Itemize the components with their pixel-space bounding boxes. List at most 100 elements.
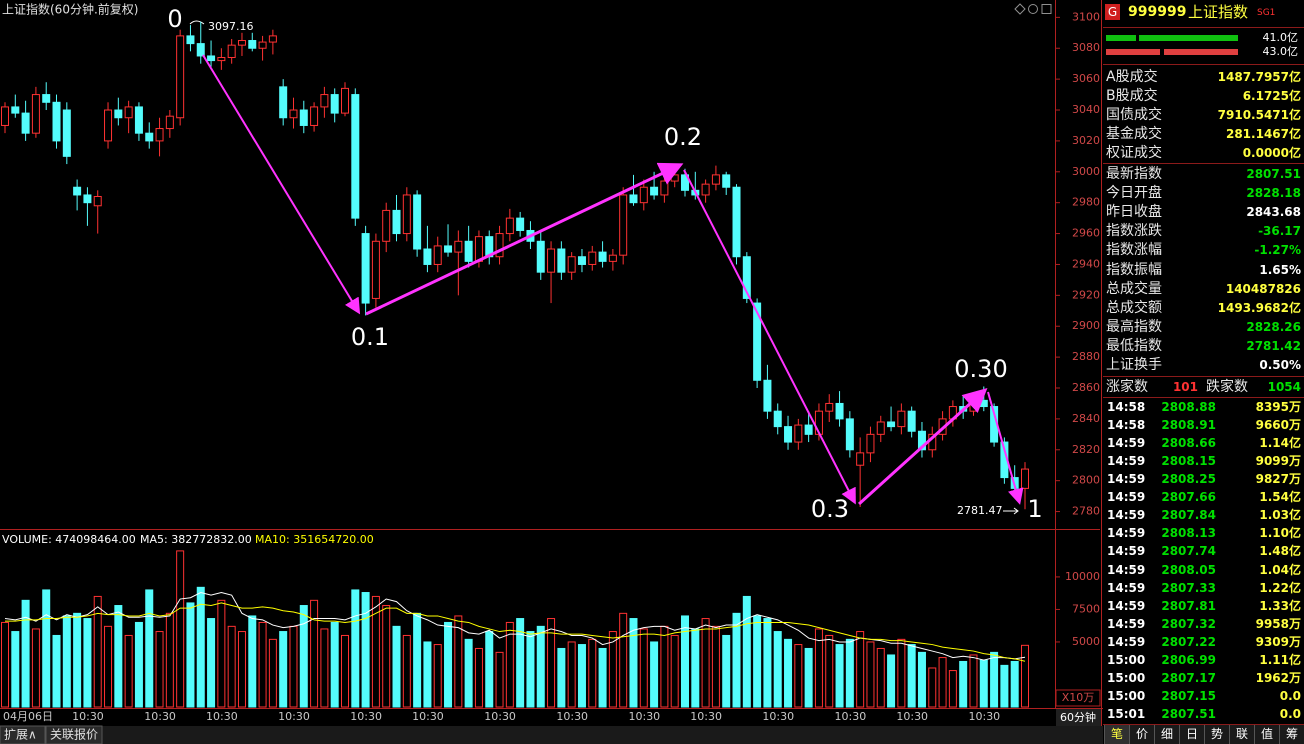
candle-body	[341, 87, 349, 114]
candle-body	[155, 128, 164, 142]
volume-bar	[577, 644, 586, 708]
candle-body	[598, 251, 607, 262]
volume-bar	[588, 638, 597, 708]
candle-body	[433, 245, 442, 265]
volume-bar	[485, 631, 494, 708]
volume-bar	[938, 657, 947, 708]
volume-bar	[516, 618, 525, 708]
field-label: 总成交额	[1106, 299, 1162, 316]
volume-bar	[598, 647, 607, 708]
field-label: 指数涨幅	[1106, 242, 1162, 259]
volume-bar	[1021, 644, 1029, 708]
panel-tab[interactable]: 笔	[1104, 725, 1129, 744]
candle-body	[382, 209, 391, 242]
x-tick-label: 10:30	[690, 710, 722, 723]
volume-bar	[104, 625, 113, 708]
tick-volume: 9958万	[1255, 616, 1301, 631]
panel-tab[interactable]: 联	[1229, 725, 1254, 744]
volume-bar	[299, 605, 308, 708]
toolbar-button[interactable]	[0, 725, 46, 744]
separator	[1103, 64, 1304, 65]
y-tick-label: 2820	[1072, 443, 1100, 456]
legend-entry: MA10: 351654720.00	[255, 533, 374, 546]
tick-time: 14:59	[1107, 616, 1146, 631]
tick-time: 15:00	[1107, 652, 1146, 667]
ma-line	[5, 602, 1026, 662]
y-tick-label: 5000	[1072, 635, 1100, 648]
volume-bar	[165, 612, 174, 708]
candle-body	[104, 109, 113, 142]
y-tick-label: 2960	[1072, 227, 1100, 240]
field-value: 1493.9682亿	[1217, 300, 1301, 315]
volume-bar	[444, 621, 453, 708]
volume-bar	[887, 654, 896, 708]
candle-body	[176, 35, 185, 119]
candle-body	[361, 233, 370, 304]
panel-tab[interactable]: 日	[1179, 725, 1204, 744]
tick-volume: 1.04亿	[1259, 562, 1301, 577]
field-value: 6.1725亿	[1242, 89, 1301, 103]
y-tick-label: 3040	[1072, 103, 1100, 116]
tick-time: 14:59	[1107, 634, 1146, 649]
volume-bar	[495, 651, 504, 708]
x-tick-label: 10:30	[628, 710, 660, 723]
field-label: 最新指数	[1106, 166, 1162, 182]
period-box[interactable]	[1056, 709, 1101, 726]
field-value: -36.17	[1258, 224, 1301, 239]
candle-body	[887, 421, 896, 428]
candle-body	[711, 174, 720, 185]
field-label: 上证换手	[1106, 357, 1162, 373]
volume-bar	[454, 615, 463, 708]
panel-tab[interactable]: 势	[1204, 725, 1229, 744]
candle-body	[351, 94, 360, 219]
field-label: 总成交量	[1106, 280, 1162, 297]
period-label[interactable]: 60分钟	[1060, 710, 1096, 724]
volume-bar	[856, 631, 865, 708]
panel-tab[interactable]: 筹	[1279, 725, 1304, 744]
x-tick-label: 10:30	[896, 710, 928, 723]
tick-price: 2808.25	[1161, 472, 1216, 487]
x-tick-label: 10:30	[350, 710, 382, 723]
tick-time: 15:00	[1107, 688, 1146, 703]
candle-body	[897, 410, 906, 428]
tick-volume: 1.03亿	[1259, 508, 1301, 523]
toolbar-button-label[interactable]: 扩展∧	[4, 728, 37, 742]
unit-box	[1055, 689, 1101, 707]
candle-body	[763, 379, 772, 412]
sell-amount: 43.0亿	[1262, 45, 1299, 58]
candle-body	[742, 256, 751, 299]
volume-bar	[279, 631, 288, 708]
x-tick-label: 10:30	[72, 710, 104, 723]
candle-body	[876, 421, 885, 435]
toolbar-button-label[interactable]: 关联报价	[50, 727, 98, 742]
volume-bar	[176, 550, 185, 708]
candle-body	[784, 426, 793, 443]
sell-bar	[1164, 49, 1238, 55]
volume-bar	[907, 644, 916, 708]
panel-tab[interactable]: 细	[1154, 725, 1179, 744]
separator	[1103, 27, 1304, 28]
chart-title: 上证指数(60分钟.前复权)	[2, 2, 138, 17]
volume-bar	[639, 628, 648, 708]
candle-body	[650, 186, 659, 196]
volume-bar	[1000, 664, 1009, 708]
candle-body	[371, 240, 380, 299]
y-tick-label: 3060	[1072, 72, 1100, 85]
volume-bar	[505, 621, 514, 708]
y-tick-label: 2880	[1072, 350, 1100, 363]
candle-body	[835, 402, 844, 420]
legend-entry: VOLUME: 474098464.00	[2, 533, 136, 546]
toolbar-button[interactable]	[45, 725, 103, 744]
field-label: 今日开盘	[1106, 185, 1162, 202]
panel-tab[interactable]: 价	[1129, 725, 1154, 744]
field-value: 0.0000亿	[1242, 146, 1301, 160]
field-label: 指数涨跌	[1106, 223, 1162, 240]
panel-tab[interactable]: 值	[1254, 725, 1279, 744]
tick-time: 14:59	[1107, 472, 1146, 487]
candle-body	[392, 209, 401, 235]
volume-bar	[979, 659, 988, 708]
tick-time: 14:59	[1107, 598, 1146, 613]
candle-body	[536, 240, 545, 273]
tick-volume: 9827万	[1255, 472, 1301, 487]
separator	[1103, 376, 1304, 377]
